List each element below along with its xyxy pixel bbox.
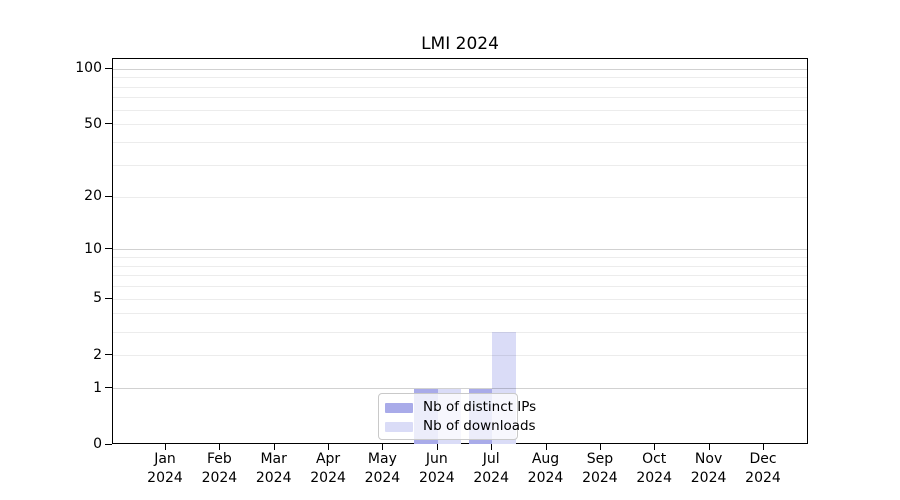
- y-tick-label: 100: [75, 60, 102, 76]
- y-axis-labels: 0 1 2 5 10 20 50 100: [0, 0, 102, 500]
- x-tick-mark: [273, 444, 275, 450]
- x-tick-year: 2024: [364, 470, 401, 486]
- x-tick-label-mar: Mar 2024: [242, 450, 306, 488]
- x-tick-mark: [491, 444, 493, 450]
- x-tick-label-jun: Jun 2024: [405, 450, 469, 488]
- x-tick-label-sep: Sep 2024: [568, 450, 632, 488]
- x-tick-month: Jul: [482, 451, 500, 467]
- x-tick-year: 2024: [255, 470, 292, 486]
- x-tick-mark: [708, 444, 710, 450]
- legend-label: Nb of distinct IPs: [423, 399, 537, 415]
- y-tick-label: 10: [84, 240, 102, 257]
- x-tick-month: May: [367, 451, 397, 467]
- plot-area: Nb of distinct IPs Nb of downloads: [112, 58, 808, 444]
- legend: Nb of distinct IPs Nb of downloads: [378, 393, 536, 440]
- bar-layer: [113, 59, 807, 444]
- legend-label: Nb of downloads: [423, 418, 536, 434]
- y-tick-label: 50: [84, 115, 102, 132]
- x-tick-year: 2024: [745, 470, 781, 486]
- y-tick-label: 5: [93, 290, 102, 306]
- x-tick-month: Feb: [206, 451, 232, 467]
- y-tick-label: 1: [93, 379, 102, 396]
- x-tick-year: 2024: [636, 470, 672, 486]
- x-tick-label-oct: Oct 2024: [622, 450, 686, 488]
- x-tick-mark: [219, 444, 221, 450]
- y-tick-label: 0: [93, 436, 102, 452]
- x-tick-month: Dec: [749, 451, 777, 467]
- y-tick-mark: [105, 123, 112, 125]
- x-tick-month: Nov: [694, 451, 723, 467]
- x-tick-mark: [165, 444, 166, 450]
- y-tick-mark: [105, 387, 112, 388]
- y-tick-label: 20: [84, 188, 102, 204]
- x-tick-year: 2024: [147, 470, 183, 486]
- distinct-ips-swatch-icon: [385, 402, 413, 413]
- x-tick-year: 2024: [473, 470, 509, 486]
- y-tick-mark: [105, 354, 112, 355]
- x-tick-label-nov: Nov 2024: [677, 450, 741, 488]
- x-tick-label-feb: Feb 2024: [187, 450, 251, 488]
- x-tick-label-aug: Aug 2024: [514, 450, 578, 488]
- x-tick-label-jan: Jan 2024: [133, 450, 197, 488]
- x-tick-month: Jan: [154, 451, 176, 467]
- y-tick-mark: [105, 297, 112, 299]
- legend-item-distinct-ips: Nb of distinct IPs: [385, 398, 536, 417]
- chart-title: LMI 2024: [421, 34, 499, 54]
- y-tick-mark: [105, 67, 112, 69]
- x-tick-month: Oct: [642, 451, 667, 467]
- x-tick-mark: [545, 444, 547, 450]
- x-tick-year: 2024: [527, 470, 564, 486]
- x-tick-mark: [328, 444, 330, 450]
- x-tick-mark: [382, 444, 384, 450]
- y-tick-mark: [105, 195, 112, 197]
- y-tick-label: 2: [93, 346, 102, 363]
- x-tick-year: 2024: [582, 470, 618, 486]
- y-tick-mark: [105, 248, 112, 250]
- y-tick-mark: [105, 443, 112, 445]
- x-tick-mark: [763, 444, 764, 450]
- x-tick-year: 2024: [418, 470, 455, 486]
- x-tick-month: Mar: [260, 451, 287, 467]
- x-tick-mark: [654, 444, 656, 450]
- x-tick-year: 2024: [690, 470, 727, 486]
- x-tick-month: Apr: [315, 451, 341, 467]
- x-tick-month: Jun: [425, 451, 448, 467]
- x-tick-label-dec: Dec 2024: [731, 450, 795, 488]
- x-tick-year: 2024: [310, 470, 346, 486]
- x-tick-label-jul: Jul 2024: [459, 450, 523, 488]
- x-tick-month: Sep: [586, 451, 614, 467]
- downloads-swatch-icon: [385, 421, 413, 432]
- x-tick-year: 2024: [201, 470, 238, 486]
- x-tick-label-apr: Apr 2024: [296, 450, 360, 488]
- x-tick-month: Aug: [531, 451, 560, 467]
- x-tick-label-may: May 2024: [350, 450, 414, 488]
- legend-item-downloads: Nb of downloads: [385, 417, 536, 436]
- x-tick-mark: [436, 444, 438, 450]
- x-tick-mark: [599, 444, 601, 450]
